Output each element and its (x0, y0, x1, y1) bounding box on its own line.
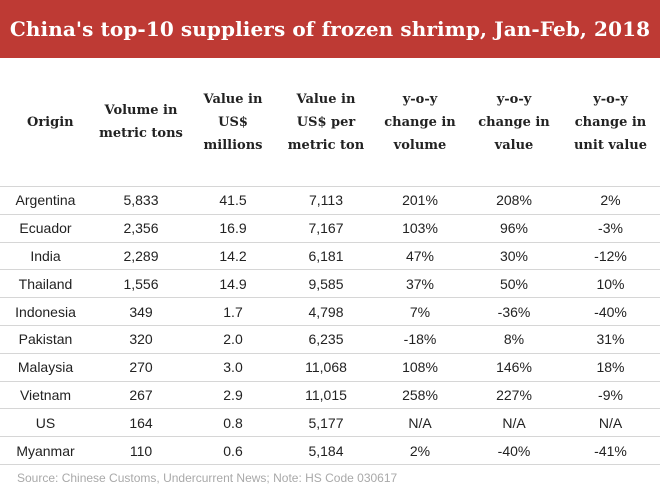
value-cell: 14.9 (187, 269, 279, 299)
value-cell: N/A (467, 408, 561, 438)
value-cell: -40% (467, 436, 561, 465)
origin-cell: India (0, 242, 95, 271)
table-row: Vietnam 267 2.9 11,015 258% 227% -9% (0, 381, 660, 410)
value-cell: -18% (373, 325, 467, 354)
column-header: y-o-y change in value (467, 58, 561, 187)
value-cell: -41% (561, 436, 660, 465)
origin-cell: Thailand (0, 269, 95, 299)
table-row: India 2,289 14.2 6,181 47% 30% -12% (0, 242, 660, 271)
value-cell: N/A (373, 408, 467, 438)
value-cell: 18% (561, 353, 660, 382)
value-cell: 0.8 (187, 408, 279, 438)
origin-cell: Myanmar (0, 436, 95, 465)
value-cell: 37% (373, 269, 467, 299)
value-cell: 16.9 (187, 214, 279, 243)
value-cell: 41.5 (187, 186, 279, 215)
column-header: Value in US$ per metric ton (279, 58, 373, 187)
value-cell: 349 (95, 297, 187, 326)
value-cell: 14.2 (187, 242, 279, 271)
value-cell: 208% (467, 186, 561, 215)
origin-cell: Malaysia (0, 353, 95, 382)
origin-cell: Pakistan (0, 325, 95, 354)
title-bar: China's top-10 suppliers of frozen shrim… (0, 0, 660, 58)
value-cell: 50% (467, 269, 561, 299)
table-row: Indonesia 349 1.7 4,798 7% -36% -40% (0, 297, 660, 326)
column-header: y-o-y change in volume (373, 58, 467, 187)
value-cell: 1,556 (95, 269, 187, 299)
value-cell: N/A (561, 408, 660, 438)
value-cell: 146% (467, 353, 561, 382)
origin-cell: Argentina (0, 186, 95, 215)
value-cell: 4,798 (279, 297, 373, 326)
value-cell: 11,068 (279, 353, 373, 382)
value-cell: 8% (467, 325, 561, 354)
value-cell: 227% (467, 381, 561, 410)
page-title: China's top-10 suppliers of frozen shrim… (9, 17, 651, 41)
value-cell: 31% (561, 325, 660, 354)
value-cell: 30% (467, 242, 561, 271)
value-cell: -9% (561, 381, 660, 410)
value-cell: -12% (561, 242, 660, 271)
column-header: Value in US$ millions (187, 58, 279, 187)
table-body: Argentina 5,833 41.5 7,113 201% 208% 2% Ecuador… (0, 186, 660, 465)
value-cell: -36% (467, 297, 561, 326)
value-cell: 11,015 (279, 381, 373, 410)
value-cell: 103% (373, 214, 467, 243)
value-cell: 1.7 (187, 297, 279, 326)
value-cell: 0.6 (187, 436, 279, 465)
table-row: Pakistan 320 2.0 6,235 -18% 8% 31% (0, 325, 660, 354)
table-row: Argentina 5,833 41.5 7,113 201% 208% 2% (0, 186, 660, 215)
value-cell: 258% (373, 381, 467, 410)
value-cell: 7,167 (279, 214, 373, 243)
origin-cell: US (0, 408, 95, 438)
value-cell: 201% (373, 186, 467, 215)
column-header: Volume in metric tons (95, 58, 187, 187)
value-cell: 2% (373, 436, 467, 465)
value-cell: 5,184 (279, 436, 373, 465)
value-cell: 47% (373, 242, 467, 271)
table-row: Malaysia 270 3.0 11,068 108% 146% 18% (0, 353, 660, 382)
column-header: y-o-y change in unit value (561, 58, 660, 187)
value-cell: 7% (373, 297, 467, 326)
column-header: Origin (0, 58, 95, 187)
value-cell: 7,113 (279, 186, 373, 215)
value-cell: 2.0 (187, 325, 279, 354)
value-cell: 10% (561, 269, 660, 299)
value-cell: 2% (561, 186, 660, 215)
table-row: Thailand 1,556 14.9 9,585 37% 50% 10% (0, 269, 660, 299)
origin-cell: Indonesia (0, 297, 95, 326)
value-cell: 96% (467, 214, 561, 243)
origin-cell: Vietnam (0, 381, 95, 410)
value-cell: 164 (95, 408, 187, 438)
table-row: Ecuador 2,356 16.9 7,167 103% 96% -3% (0, 214, 660, 243)
value-cell: 110 (95, 436, 187, 465)
value-cell: 267 (95, 381, 187, 410)
table-row: US 164 0.8 5,177 N/A N/A N/A (0, 408, 660, 438)
value-cell: 6,181 (279, 242, 373, 271)
value-cell: -40% (561, 297, 660, 326)
origin-cell: Ecuador (0, 214, 95, 243)
value-cell: 2,356 (95, 214, 187, 243)
value-cell: 2.9 (187, 381, 279, 410)
value-cell: 6,235 (279, 325, 373, 354)
value-cell: 9,585 (279, 269, 373, 299)
suppliers-table: Origin Volume in metric tons Value in US$ … (0, 58, 660, 465)
value-cell: 2,289 (95, 242, 187, 271)
value-cell: 5,177 (279, 408, 373, 438)
header-row: Origin Volume in metric tons Value in US$ … (0, 58, 660, 187)
value-cell: -3% (561, 214, 660, 243)
value-cell: 108% (373, 353, 467, 382)
value-cell: 320 (95, 325, 187, 354)
value-cell: 270 (95, 353, 187, 382)
value-cell: 5,833 (95, 186, 187, 215)
source-note: Source: Chinese Customs, Undercurrent Ne… (17, 471, 398, 485)
table-header: Origin Volume in metric tons Value in US$ … (0, 58, 660, 187)
table-row: Myanmar 110 0.6 5,184 2% -40% -41% (0, 436, 660, 465)
value-cell: 3.0 (187, 353, 279, 382)
